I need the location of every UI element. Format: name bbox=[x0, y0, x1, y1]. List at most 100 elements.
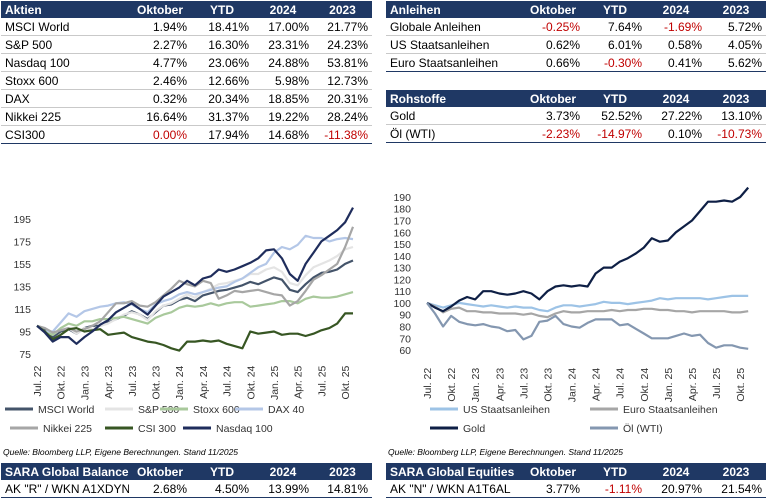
y-tick-label: 120 bbox=[393, 274, 411, 286]
y-tick-label: 160 bbox=[393, 227, 411, 239]
header-cell: 2024 bbox=[646, 90, 706, 107]
value-cell: -14.97% bbox=[584, 124, 646, 143]
header-cell: YTD bbox=[191, 463, 253, 480]
value-cell: 0.66% bbox=[522, 53, 584, 72]
series-line bbox=[36, 245, 354, 336]
x-tick-label: Apr. 23 bbox=[103, 365, 115, 398]
header-cell: 2023 bbox=[706, 1, 766, 18]
y-tick-label: 155 bbox=[13, 259, 31, 271]
x-tick-label: Jul. 25 bbox=[711, 368, 723, 399]
series-line bbox=[36, 207, 354, 345]
header-cell: YTD bbox=[191, 1, 253, 18]
series-line bbox=[426, 186, 750, 313]
x-tick-label: Okt. 23 bbox=[151, 365, 163, 399]
fund-table: SARA Global Balanced Oktober YTD 2024 2023 AK… bbox=[1, 463, 372, 498]
header-row: Aktien Oktober YTD 2024 2023 bbox=[1, 1, 372, 18]
legend-label: CSI 300 bbox=[138, 423, 176, 435]
value-cell: 20.97% bbox=[646, 480, 706, 498]
table-row: Gold 3.73% 52.52% 27.22% 13.10% bbox=[386, 107, 766, 125]
series-line bbox=[36, 226, 355, 334]
value-cell: 4.77% bbox=[129, 53, 191, 72]
series-line bbox=[36, 312, 353, 352]
header-cell: 2024 bbox=[646, 463, 706, 480]
header-row: SARA Global Equities Oktober YTD 2024 2023 bbox=[386, 463, 766, 480]
row-label: Globale Anleihen bbox=[386, 18, 522, 36]
value-cell: 19.22% bbox=[253, 107, 313, 126]
x-tick-label: Apr. 24 bbox=[591, 368, 603, 401]
value-cell: 28.24% bbox=[313, 107, 372, 126]
legend-label: US Staatsanleihen bbox=[463, 404, 550, 416]
header-cell: Oktober bbox=[129, 463, 191, 480]
header-cell: YTD bbox=[584, 1, 646, 18]
table-row: Euro Staatsanleihen 0.66% -0.30% 0.41% 5.62% bbox=[386, 53, 766, 72]
bond-table: Anleihen Oktober YTD 2024 2023 Globale Anleih… bbox=[386, 1, 766, 72]
header-row: Rohstoffe Oktober YTD 2024 2023 bbox=[386, 90, 766, 107]
header-cell: Oktober bbox=[522, 90, 584, 107]
header-cell: YTD bbox=[584, 463, 646, 480]
value-cell: -1.11% bbox=[584, 480, 646, 498]
x-tick-label: Okt. 23 bbox=[542, 368, 554, 402]
y-tick-label: 95 bbox=[19, 326, 31, 338]
row-label: Euro Staatsanleihen bbox=[386, 53, 522, 72]
table-row: Nikkei 225 16.64% 31.37% 19.22% 28.24% bbox=[1, 107, 372, 126]
x-tick-label: Apr. 25 bbox=[293, 365, 305, 398]
legend-label: Nasdaq 100 bbox=[216, 423, 273, 435]
value-cell: 0.58% bbox=[646, 35, 706, 54]
legend-label: DAX 40 bbox=[268, 404, 304, 416]
table-row: Stoxx 600 2.46% 12.66% 5.98% 12.73% bbox=[1, 71, 372, 90]
legend-label: Gold bbox=[463, 423, 485, 435]
x-tick-label: Jul. 24 bbox=[615, 368, 627, 399]
value-cell: 24.23% bbox=[313, 35, 372, 54]
value-cell: 0.32% bbox=[129, 89, 191, 108]
y-tick-label: 110 bbox=[394, 286, 411, 298]
x-tick-label: Jan. 24 bbox=[174, 365, 186, 400]
legend-label: Nikkei 225 bbox=[43, 423, 92, 435]
value-cell: 0.62% bbox=[522, 35, 584, 54]
row-label: Nasdaq 100 bbox=[1, 53, 129, 72]
header-cell: SARA Global Balanced bbox=[1, 463, 129, 480]
x-tick-label: Okt. 24 bbox=[639, 368, 651, 402]
table-row: MSCI World 1.94% 18.41% 17.00% 21.77% bbox=[1, 18, 372, 36]
value-cell: -10.73% bbox=[706, 124, 766, 143]
series-line bbox=[36, 291, 354, 336]
source-note: Quelle: Bloomberg LLP, Eigene Berechnung… bbox=[3, 447, 239, 457]
value-cell: 23.31% bbox=[253, 35, 313, 54]
x-tick-label: Jul. 24 bbox=[222, 365, 234, 396]
value-cell: 13.99% bbox=[253, 480, 313, 498]
value-cell: 5.72% bbox=[706, 18, 766, 36]
value-cell: 14.68% bbox=[253, 125, 313, 144]
value-cell: 27.22% bbox=[646, 107, 706, 125]
y-tick-label: 180 bbox=[393, 204, 411, 216]
x-tick-label: Jul. 22 bbox=[422, 368, 434, 399]
value-cell: 13.10% bbox=[706, 107, 766, 125]
value-cell: 4.50% bbox=[191, 480, 253, 498]
header-cell: SARA Global Equities bbox=[386, 463, 522, 480]
value-cell: 18.41% bbox=[191, 18, 253, 36]
y-tick-label: 135 bbox=[13, 281, 31, 293]
table-row: Öl (WTI) -2.23% -14.97% 0.10% -10.73% bbox=[386, 124, 766, 143]
charts: 75 95 115 135 155 175 195 Jul. 22 Okt. 22 Jan. 23… bbox=[5, 186, 750, 435]
table-row: AK "N" / WKN A1T6AL 3.77% -1.11% 20.97% 21.5… bbox=[386, 480, 766, 498]
header-cell: Oktober bbox=[129, 1, 191, 18]
series-line bbox=[426, 301, 749, 319]
value-cell: -0.25% bbox=[522, 18, 584, 36]
row-label: Stoxx 600 bbox=[1, 71, 129, 90]
value-cell: 17.00% bbox=[253, 18, 313, 36]
x-tick-label: Jan. 25 bbox=[269, 365, 281, 400]
value-cell: 4.05% bbox=[706, 35, 766, 54]
legend-label: Euro Staatsanleihen bbox=[623, 404, 718, 416]
x-tick-label: Okt. 25 bbox=[340, 365, 352, 399]
x-tick-label: Apr. 23 bbox=[494, 368, 506, 401]
header-cell: 2023 bbox=[313, 463, 372, 480]
value-cell: 12.66% bbox=[191, 71, 253, 90]
equity-table: Aktien Oktober YTD 2024 2023 MSCI World 1.94% 1… bbox=[1, 1, 372, 144]
header-row: SARA Global Balanced Oktober YTD 2024 2023 bbox=[1, 463, 372, 480]
series-line bbox=[426, 302, 749, 350]
x-tick-label: Okt. 24 bbox=[245, 365, 257, 399]
x-tick-label: Okt. 25 bbox=[735, 368, 747, 402]
y-tick-label: 170 bbox=[393, 216, 411, 228]
value-cell: -11.38% bbox=[313, 125, 372, 144]
header-cell: Aktien bbox=[1, 1, 129, 18]
y-tick-label: 80 bbox=[399, 321, 411, 333]
legend-label: S&P 500 bbox=[138, 404, 179, 416]
